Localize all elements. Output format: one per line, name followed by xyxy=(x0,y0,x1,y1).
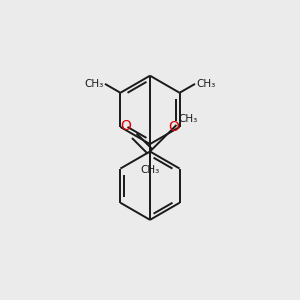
Text: CH₃: CH₃ xyxy=(178,114,197,124)
Text: CH₃: CH₃ xyxy=(84,79,104,89)
Text: CH₃: CH₃ xyxy=(196,79,216,89)
Text: O: O xyxy=(169,120,180,134)
Text: CH₃: CH₃ xyxy=(140,165,160,175)
Text: O: O xyxy=(120,119,131,133)
